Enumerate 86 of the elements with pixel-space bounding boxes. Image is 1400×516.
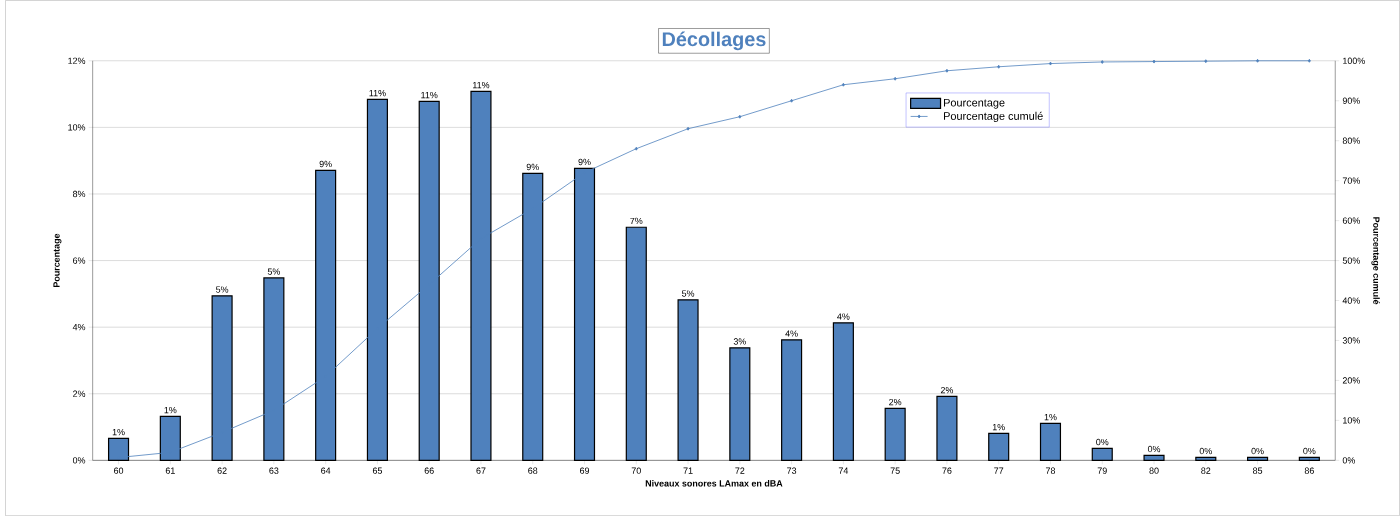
point xyxy=(1048,61,1052,66)
data-label: 2% xyxy=(889,398,902,406)
x-tick-label: 76 xyxy=(942,467,952,474)
point xyxy=(738,114,742,119)
x-tick-label: 63 xyxy=(269,467,279,474)
data-label: 5% xyxy=(216,286,229,293)
y-tick-label: 6% xyxy=(73,257,86,264)
y2-tick-label: 100% xyxy=(1343,57,1365,64)
y-tick-label: 12% xyxy=(68,57,86,64)
point xyxy=(1152,59,1156,64)
x-tick-label: 70 xyxy=(631,467,641,474)
data-label: 9% xyxy=(319,160,332,168)
x-tick-label: 73 xyxy=(787,467,797,474)
point xyxy=(1307,58,1311,63)
data-label: 11% xyxy=(473,81,490,89)
x-tick-label: 72 xyxy=(735,467,745,474)
y-tick-label: 2% xyxy=(73,390,86,397)
y-tick-label: 10% xyxy=(68,124,86,131)
data-label: 1% xyxy=(992,423,1005,431)
point xyxy=(1100,60,1104,64)
x-tick-label: 80 xyxy=(1149,467,1159,474)
x-tick-label: 78 xyxy=(1045,467,1056,474)
data-label: 4% xyxy=(785,330,798,337)
y2-tick-label: 0% xyxy=(1342,457,1355,464)
x-tick-label: 74 xyxy=(838,467,849,474)
y2-tick-label: 40% xyxy=(1342,297,1360,304)
x-axis-title: Niveaux sonores LAmax en dBA xyxy=(645,479,783,487)
y2-tick-label: 60% xyxy=(1342,217,1360,224)
y2-tick-label: 70% xyxy=(1342,177,1360,184)
point xyxy=(1204,59,1208,63)
point xyxy=(893,76,897,81)
y2-axis-title: Pourcentage cumulé xyxy=(1371,217,1380,305)
y-axis-title: Pourcentage xyxy=(53,233,62,287)
data-label: 7% xyxy=(630,217,643,224)
x-tick-label: 77 xyxy=(994,467,1004,474)
data-label: 5% xyxy=(267,268,281,275)
x-tick-label: 62 xyxy=(217,467,227,474)
y2-tick-label: 90% xyxy=(1342,97,1360,104)
x-tick-label: 69 xyxy=(579,467,590,474)
data-label: 1% xyxy=(1044,413,1057,421)
data-label: 0% xyxy=(1251,447,1264,455)
data-label: 11% xyxy=(421,91,438,99)
legend-label: Pourcentage xyxy=(944,98,1005,109)
x-tick-label: 86 xyxy=(1304,467,1314,474)
data-label: 0% xyxy=(1096,438,1109,446)
data-label: 1% xyxy=(164,406,177,414)
data-label: 9% xyxy=(578,158,591,166)
x-tick-label: 66 xyxy=(424,467,434,474)
x-tick-label: 65 xyxy=(372,467,383,474)
point xyxy=(790,98,794,103)
chart-title: Décollages xyxy=(662,31,766,51)
data-label: 2% xyxy=(940,386,954,394)
y-tick-label: 8% xyxy=(72,190,86,198)
data-label: 1% xyxy=(112,428,125,436)
point xyxy=(634,146,638,151)
data-label: 5% xyxy=(681,290,695,297)
x-tick-label: 67 xyxy=(476,467,486,474)
x-tick-label: 68 xyxy=(528,467,538,474)
x-tick-label: 64 xyxy=(321,467,331,474)
data-label: 0% xyxy=(1303,447,1316,455)
data-label: 9% xyxy=(526,163,539,171)
data-label: 0% xyxy=(1199,447,1212,455)
x-tick-label: 61 xyxy=(165,467,175,474)
y2-tick-label: 10% xyxy=(1343,417,1360,424)
data-label: 0% xyxy=(1147,445,1161,453)
y2-tick-label: 30% xyxy=(1342,337,1360,344)
y-tick-label: 0% xyxy=(72,457,86,464)
y2-tick-label: 80% xyxy=(1342,137,1360,144)
data-label: 3% xyxy=(733,338,746,345)
y-tick-label: 4% xyxy=(72,323,86,331)
legend-label: Pourcentage cumulé xyxy=(944,111,1043,122)
point xyxy=(841,82,845,87)
x-tick-label: 71 xyxy=(683,467,693,474)
x-tick-label: 79 xyxy=(1097,467,1107,474)
data-label: 11% xyxy=(369,89,386,97)
x-tick-label: 75 xyxy=(890,467,900,474)
point xyxy=(945,68,949,73)
data-label: 4% xyxy=(837,313,850,320)
point xyxy=(997,64,1001,69)
point xyxy=(1256,58,1260,63)
point xyxy=(686,126,690,131)
x-tick-label: 60 xyxy=(114,467,124,474)
y2-tick-label: 20% xyxy=(1342,377,1360,384)
y2-tick-label: 50% xyxy=(1342,257,1360,264)
x-tick-label: 85 xyxy=(1252,467,1263,474)
x-tick-label: 82 xyxy=(1201,467,1211,474)
